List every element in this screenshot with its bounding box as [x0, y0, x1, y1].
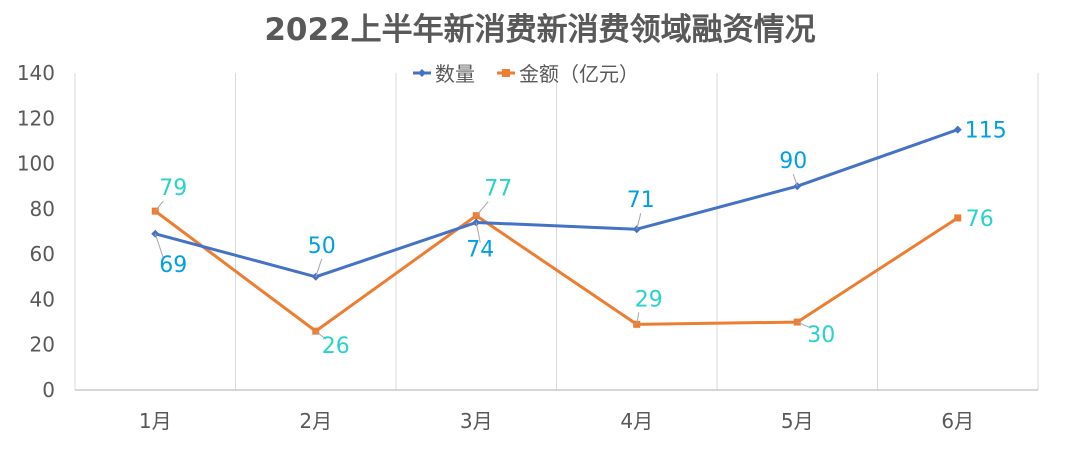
- legend: 数量 金额（亿元）: [413, 62, 639, 86]
- data-label-count: 90: [779, 149, 807, 174]
- leader-line: [792, 174, 798, 187]
- y-tick-label: 40: [30, 287, 55, 311]
- legend-item-amount: 金额（亿元）: [497, 62, 639, 86]
- legend-label: 金额（亿元）: [519, 62, 639, 86]
- leader-line: [315, 330, 327, 340]
- y-tick-label: 100: [17, 152, 55, 176]
- y-tick-label: 60: [30, 242, 55, 266]
- data-label-count: 115: [965, 119, 1007, 144]
- y-tick-label: 20: [30, 333, 55, 357]
- data-label-count: 69: [159, 253, 187, 278]
- grid: [74, 73, 1039, 390]
- x-tick-label: 4月: [620, 409, 653, 433]
- data-label-amount: 77: [484, 177, 512, 202]
- leader-line: [797, 321, 812, 329]
- data-label-amount: 29: [635, 287, 663, 312]
- data-label-amount: 30: [807, 323, 835, 348]
- data-labels: 69 50 74 71 90 115 79 26 77 29 30 76: [154, 119, 1007, 359]
- point-count: [953, 125, 962, 134]
- data-label-amount: 76: [966, 207, 994, 232]
- legend-item-count: 数量: [413, 62, 475, 86]
- chart-title: 2022上半年新消费新消费领域融资情况: [264, 12, 815, 48]
- x-tick-label: 2月: [299, 409, 332, 433]
- series-line-count: [154, 128, 959, 279]
- leader-line: [475, 201, 489, 216]
- y-axis: 0 20 40 60 80 100 120 140: [17, 61, 55, 402]
- leader-line: [475, 222, 481, 243]
- data-label-amount: 26: [322, 334, 350, 359]
- leader-line: [154, 200, 164, 212]
- legend-marker: [502, 69, 510, 77]
- y-tick-label: 0: [42, 378, 55, 402]
- data-label-amount: 79: [159, 176, 187, 201]
- leader-line: [154, 233, 164, 258]
- y-tick-label: 80: [30, 197, 55, 221]
- data-label-count: 71: [627, 188, 655, 213]
- y-tick-label: 120: [17, 106, 55, 130]
- leader-line: [315, 258, 323, 277]
- point-amount: [954, 214, 962, 222]
- legend-label: 数量: [435, 62, 475, 86]
- leader-line: [636, 213, 642, 230]
- y-tick-label: 140: [17, 61, 55, 85]
- x-tick-label: 3月: [460, 409, 493, 433]
- data-label-count: 50: [308, 234, 336, 259]
- x-axis: 1月 2月 3月 4月 5月 6月: [75, 389, 1038, 433]
- x-tick-label: 1月: [139, 409, 172, 433]
- leader-line: [636, 312, 640, 325]
- legend-marker: [418, 69, 426, 77]
- x-tick-label: 6月: [941, 409, 974, 433]
- x-tick-label: 5月: [781, 409, 814, 433]
- series-line-amount: [154, 209, 959, 333]
- data-label-count: 74: [466, 237, 494, 262]
